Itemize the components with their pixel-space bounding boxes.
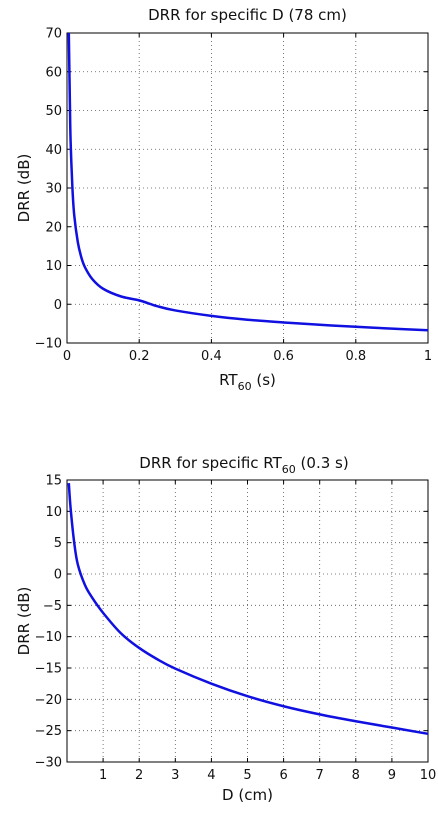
- y-tick-label: 60: [45, 65, 62, 80]
- y-tick-label: 70: [45, 27, 62, 42]
- x-tick-label: 0.8: [345, 349, 366, 364]
- chart1-xlabel: RT60 (s): [219, 371, 276, 393]
- chart1-ylabel: DRR (dB): [15, 154, 33, 223]
- y-tick-label: 20: [45, 220, 62, 235]
- y-tick-label: 30: [45, 182, 62, 197]
- x-tick-label: 8: [352, 768, 360, 783]
- x-tick-label: 3: [171, 768, 179, 783]
- y-tick-label: 0: [54, 568, 62, 583]
- chart2-series-line: [69, 483, 428, 734]
- x-tick-label: 9: [388, 768, 396, 783]
- y-tick-label: −10: [35, 630, 62, 645]
- y-tick-label: −10: [35, 337, 62, 352]
- chart2-ticks: 1 2 3 4 5 6 7 8 9 10 −30 −25 −20 −15 −10 −5 0 5 10 15: [35, 474, 437, 784]
- chart2-gridlines: [67, 480, 428, 762]
- y-tick-label: −15: [35, 662, 62, 677]
- x-tick-label: 0.2: [129, 349, 150, 364]
- y-tick-label: −5: [43, 599, 62, 614]
- x-tick-label: 4: [207, 768, 215, 783]
- x-tick-label: 6: [279, 768, 287, 783]
- x-tick-label: 0: [63, 349, 71, 364]
- x-tick-label: 2: [135, 768, 143, 783]
- y-tick-label: −30: [35, 756, 62, 771]
- x-tick-label: 0.6: [273, 349, 294, 364]
- y-tick-label: 0: [54, 298, 62, 313]
- y-tick-label: 40: [45, 143, 62, 158]
- y-tick-label: 10: [45, 259, 62, 274]
- chart2-title: DRR for specific RT60 (0.3 s): [139, 454, 348, 476]
- x-tick-label: 5: [243, 768, 251, 783]
- chart2-ylabel: DRR (dB): [15, 587, 33, 656]
- chart-rt60: DRR for specific D (78 cm) 0 0.2 0.4 0.6 0.8…: [15, 6, 432, 393]
- y-tick-label: 10: [45, 505, 62, 520]
- y-tick-label: 15: [45, 474, 62, 489]
- x-tick-label: 10: [420, 768, 437, 783]
- x-tick-label: 1: [424, 349, 432, 364]
- chart2-xlabel: D (cm): [222, 786, 273, 804]
- x-tick-label: 0.4: [201, 349, 222, 364]
- x-tick-label: 1: [99, 768, 107, 783]
- y-tick-label: 5: [54, 536, 62, 551]
- chart1-title: DRR for specific D (78 cm): [148, 6, 347, 24]
- chart1-series-line: [69, 33, 428, 330]
- y-tick-label: 50: [45, 104, 62, 119]
- y-tick-label: −25: [35, 724, 62, 739]
- y-tick-label: −20: [35, 693, 62, 708]
- x-tick-label: 7: [316, 768, 324, 783]
